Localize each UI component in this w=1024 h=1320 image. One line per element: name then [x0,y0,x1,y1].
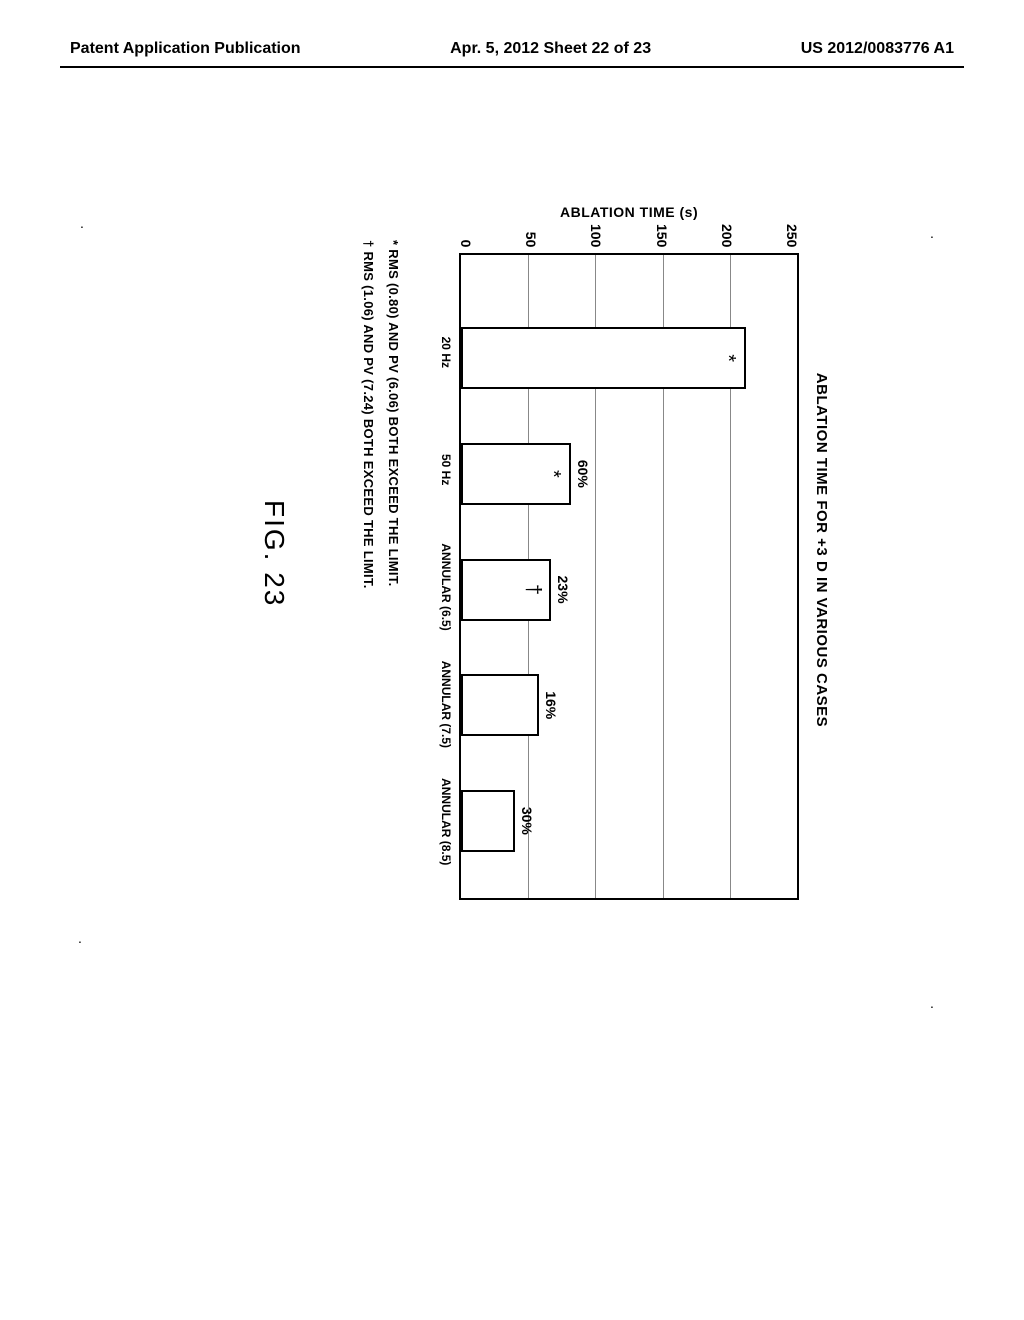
ytick: 150 [655,224,669,247]
ytick: 100 [589,224,603,247]
footnote: * RMS (0.80) AND PV (6.06) BOTH EXCEED T… [386,240,401,900]
figure-rotated: ABLATION TIME FOR +3 D IN VARIOUS CASES … [180,200,830,900]
bar-footnote-mark: * [543,445,563,503]
chart-footnotes: * RMS (0.80) AND PV (6.06) BOTH EXCEED T… [361,240,401,900]
scan-artifact: . [930,995,934,1011]
scan-artifact: . [80,215,84,231]
bar-value-label: 23% [555,561,571,619]
ytick: 0 [459,240,473,248]
bar-value-label: 16% [543,676,559,734]
bar-value-label: 60% [575,445,591,503]
x-tick-label: ANNULAR (6.5) [439,543,453,630]
ytick: 200 [720,224,734,247]
page-header: Patent Application Publication Apr. 5, 2… [0,40,1024,58]
plot-area: *60%*23%†16%30% [459,253,799,900]
y-axis-ticks: 250 200 150 100 50 0 [459,224,799,253]
figure-label: FIG. 23 [258,500,290,607]
header-center: Apr. 5, 2012 Sheet 22 of 23 [450,40,651,58]
header-rule [60,66,964,68]
header-left: Patent Application Publication [70,40,301,58]
scan-artifact: . [930,225,934,241]
chart-title: ABLATION TIME FOR +3 D IN VARIOUS CASES [813,200,830,900]
figure-container: ABLATION TIME FOR +3 D IN VARIOUS CASES … [180,200,830,900]
bar: 16% [461,674,539,736]
bar-footnote-mark: * [718,329,738,387]
ytick: 250 [785,224,799,247]
bar: * [461,327,746,389]
bar: 60%* [461,443,571,505]
bar: 23%† [461,559,551,621]
x-tick-label: 50 Hz [439,454,453,485]
scan-artifact: . [78,930,82,946]
x-tick-label: 20 Hz [439,337,453,368]
y-axis-label: ABLATION TIME (s) [459,200,799,224]
bar-value-label: 30% [519,792,535,850]
x-tick-label: ANNULAR (7.5) [439,661,453,748]
header-right: US 2012/0083776 A1 [801,40,954,58]
x-axis: 20 Hz 50 Hz ANNULAR (6.5) ANNULAR (7.5) ANNU… [429,248,459,900]
ytick: 50 [524,232,538,248]
bar-footnote-mark: † [523,561,543,619]
x-tick-label: ANNULAR (8.5) [439,778,453,865]
footnote: † RMS (1.06) AND PV (7.24) BOTH EXCEED T… [361,240,376,900]
bar: 30% [461,790,515,852]
chart-body: ABLATION TIME (s) 250 200 150 100 50 0 *… [459,200,799,900]
